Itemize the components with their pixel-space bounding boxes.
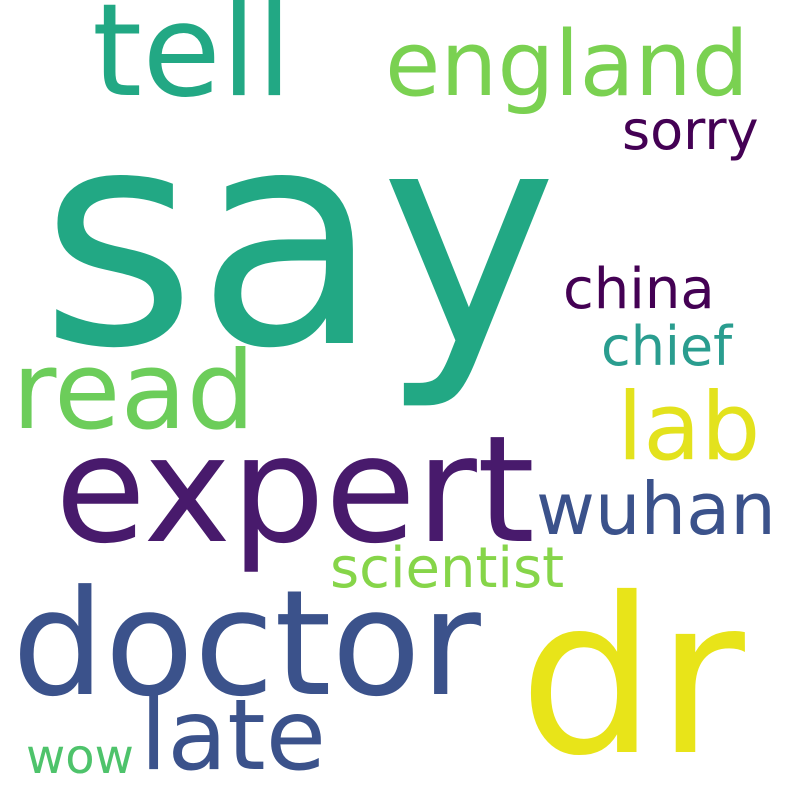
word-dr: dr bbox=[519, 552, 745, 800]
word-wuhan: wuhan bbox=[536, 467, 776, 551]
word-doctor: doctor bbox=[12, 559, 481, 729]
word-sorry: sorry bbox=[622, 99, 759, 162]
word-read: read bbox=[12, 329, 256, 454]
word-late: late bbox=[140, 679, 326, 793]
word-scientist: scientist bbox=[330, 536, 565, 601]
word-chief: chief bbox=[601, 315, 733, 378]
word-lab: lab bbox=[617, 373, 761, 482]
word-china: china bbox=[563, 257, 715, 322]
word-tell: tell bbox=[92, 0, 293, 126]
word-expert: expert bbox=[55, 404, 535, 576]
word-wow: wow bbox=[26, 729, 134, 785]
word-say: say bbox=[40, 65, 558, 414]
word-england: england bbox=[385, 12, 749, 117]
